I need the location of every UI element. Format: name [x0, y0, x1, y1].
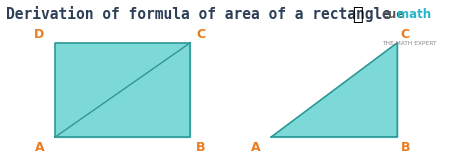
- Text: B: B: [401, 141, 410, 154]
- Polygon shape: [55, 43, 191, 137]
- Polygon shape: [271, 43, 397, 137]
- Text: THE MATH EXPERT: THE MATH EXPERT: [383, 41, 437, 46]
- Text: cue: cue: [382, 8, 405, 21]
- Text: A: A: [250, 141, 260, 154]
- Text: math: math: [397, 8, 431, 21]
- Text: C: C: [401, 28, 410, 41]
- Text: A: A: [35, 141, 44, 154]
- Text: D: D: [34, 28, 44, 41]
- Text: C: C: [196, 28, 205, 41]
- Text: Derivation of formula of area of a rectangle: Derivation of formula of area of a recta…: [6, 6, 391, 22]
- Text: 🚀: 🚀: [352, 6, 363, 24]
- Text: B: B: [196, 141, 205, 154]
